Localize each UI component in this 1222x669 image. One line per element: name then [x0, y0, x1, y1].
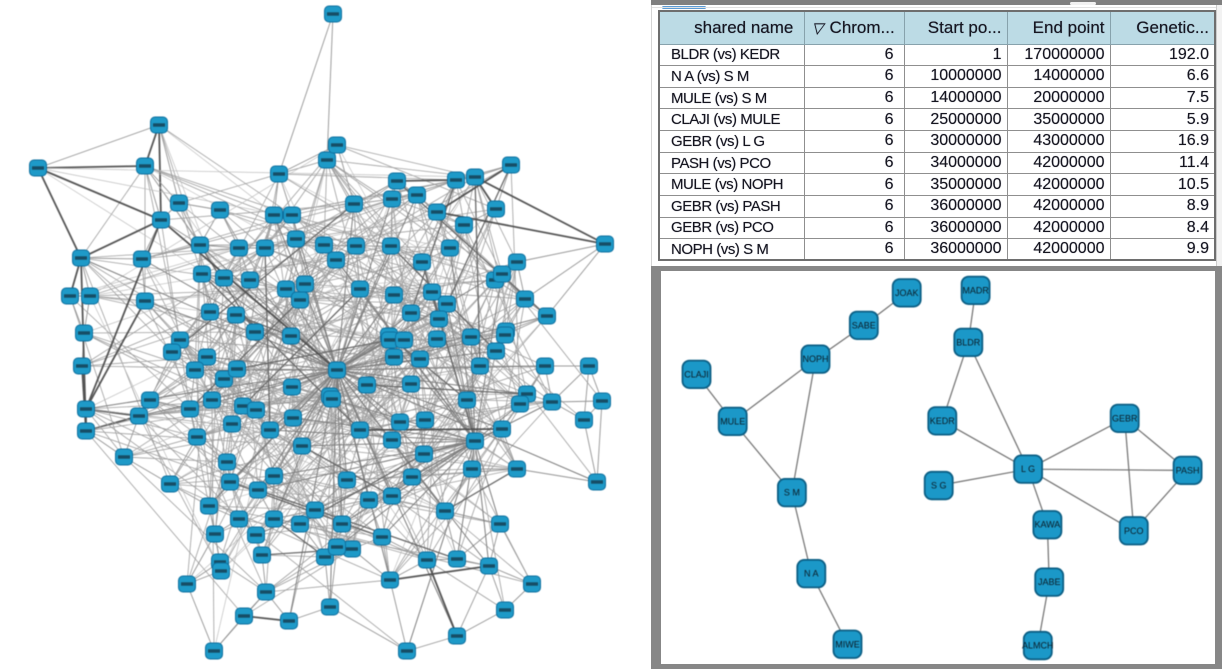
svg-text:PASH: PASH: [1176, 465, 1200, 475]
svg-text:PCO: PCO: [1124, 526, 1144, 536]
svg-text:GEBR: GEBR: [1112, 413, 1138, 423]
svg-text:MIWE: MIWE: [835, 639, 860, 649]
svg-text:S M: S M: [784, 488, 800, 498]
svg-text:BLDR: BLDR: [956, 337, 981, 347]
svg-text:N A: N A: [804, 569, 819, 579]
svg-text:NOPH: NOPH: [802, 354, 828, 364]
svg-text:L G: L G: [1021, 464, 1035, 474]
svg-text:SABE: SABE: [852, 320, 876, 330]
svg-text:JABE: JABE: [1038, 577, 1061, 587]
svg-text:KEDR: KEDR: [930, 416, 956, 426]
svg-text:ALMCH: ALMCH: [1022, 641, 1054, 651]
svg-text:JOAK: JOAK: [895, 288, 919, 298]
svg-text:KAWA: KAWA: [1034, 520, 1060, 530]
svg-text:MADR: MADR: [962, 285, 989, 295]
svg-text:S G: S G: [931, 481, 947, 491]
svg-text:CLAJI: CLAJI: [684, 369, 709, 379]
svg-text:MULE: MULE: [720, 416, 745, 426]
